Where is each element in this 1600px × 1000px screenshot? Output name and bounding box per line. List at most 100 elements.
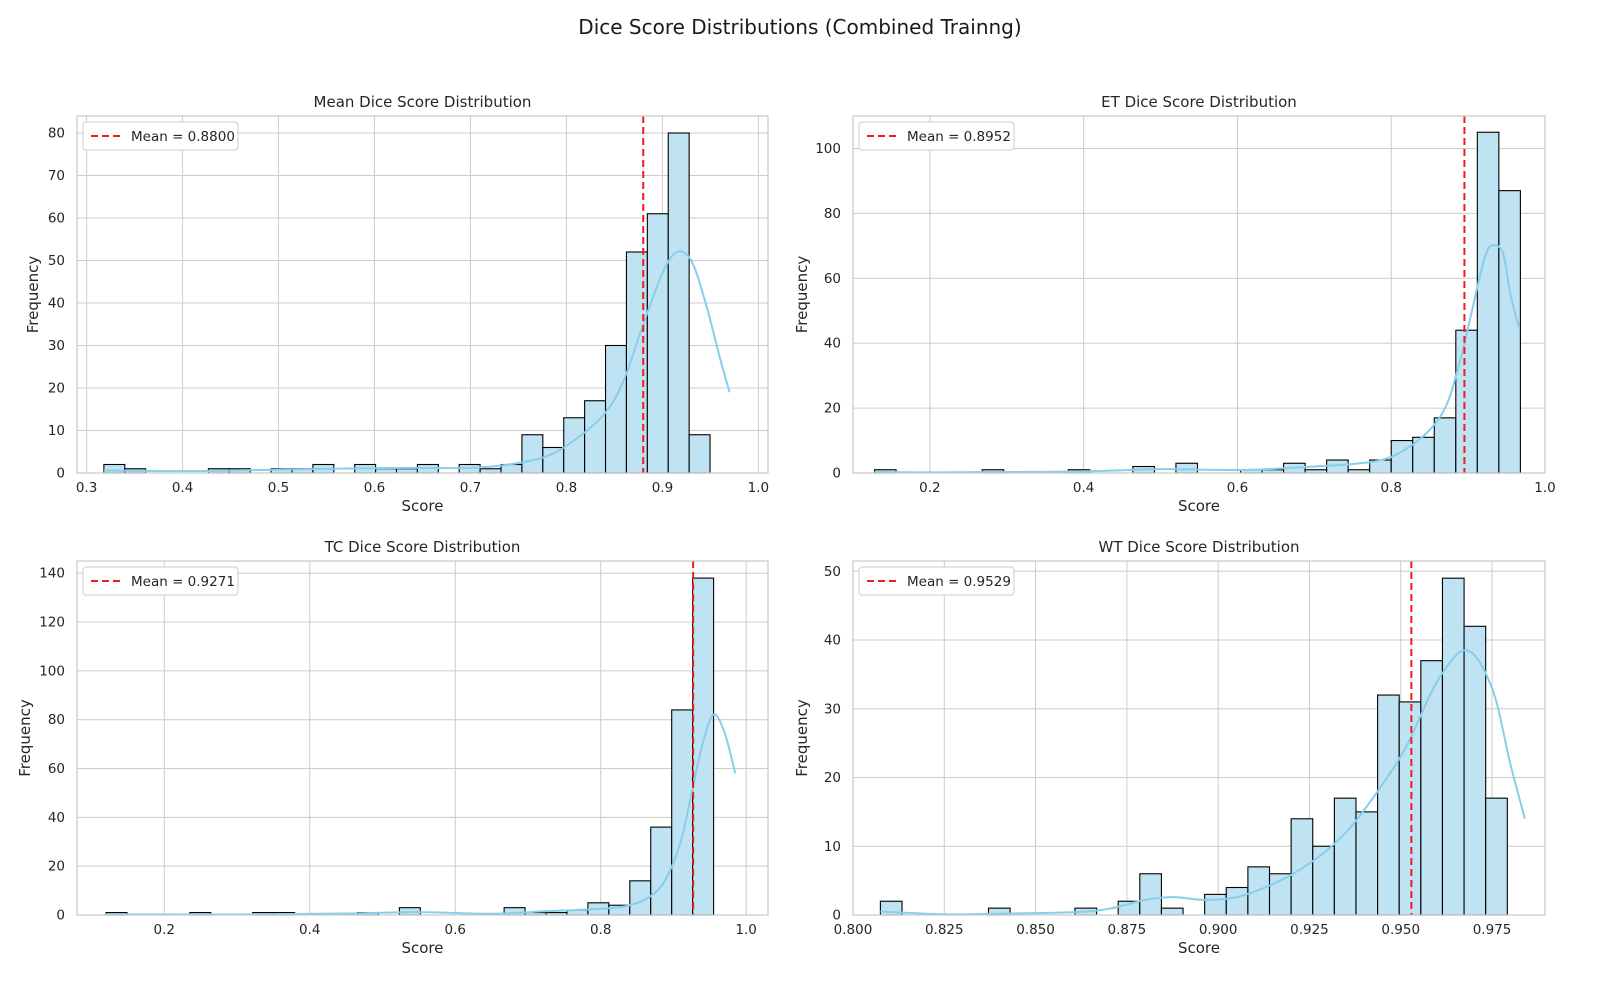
legend: Mean = 0.9529 bbox=[858, 566, 1015, 596]
x-tick-label: 0.950 bbox=[1381, 922, 1420, 938]
histogram-bar bbox=[542, 446, 565, 474]
y-axis-label: Frequency bbox=[793, 256, 811, 334]
y-tick-label: 30 bbox=[824, 701, 841, 717]
y-tick-label: 0 bbox=[56, 466, 65, 482]
legend-box bbox=[82, 566, 239, 596]
x-tick-label: 0.2 bbox=[154, 922, 175, 938]
x-tick-label: 1.0 bbox=[735, 922, 756, 938]
kde-curve bbox=[106, 713, 737, 916]
y-tick-label: 60 bbox=[48, 761, 65, 777]
x-tick-label: 0.900 bbox=[1199, 922, 1238, 938]
histogram-bar bbox=[1139, 873, 1162, 916]
x-tick-label: 0.5 bbox=[268, 480, 289, 496]
x-tick-label: 0.4 bbox=[299, 922, 320, 938]
chart-tc-dice: 0.2 0.4 0.6 0.8 1.0 0 20 40 60 80 100 120 140 TC Dice… bbox=[16, 538, 769, 957]
histogram-bar bbox=[1355, 811, 1379, 916]
x-tick-label: 0.8 bbox=[590, 922, 611, 938]
histogram-bar bbox=[1420, 660, 1444, 916]
x-tick-label: 0.2 bbox=[919, 480, 940, 496]
kde-curve bbox=[874, 244, 1520, 474]
histogram-bar bbox=[1398, 701, 1422, 916]
axes-frame bbox=[852, 115, 1546, 474]
x-axis-label: Score bbox=[1178, 939, 1220, 957]
y-tick-label: 60 bbox=[48, 211, 65, 227]
x-tick-label: 0.8 bbox=[556, 480, 577, 496]
chart-et-dice: 0.2 0.4 0.6 0.8 1.0 0 20 40 60 80 100 ET Dice Score… bbox=[793, 93, 1556, 515]
y-tick-label: 80 bbox=[48, 126, 65, 142]
histogram-bar bbox=[1485, 797, 1508, 916]
y-tick-label: 60 bbox=[824, 271, 841, 287]
y-tick-label: 80 bbox=[48, 712, 65, 728]
histogram-bar bbox=[1433, 417, 1457, 474]
x-tick-label: 0.925 bbox=[1290, 922, 1329, 938]
histogram-bar bbox=[395, 468, 418, 474]
panel-tc-dice: 0.2 0.4 0.6 0.8 1.0 0 20 40 60 80 100 120 140 TC Dice… bbox=[0, 538, 800, 1000]
y-tick-label: 20 bbox=[824, 401, 841, 417]
y-tick-label: 40 bbox=[48, 810, 65, 826]
y-axis-label: Frequency bbox=[24, 256, 42, 334]
x-tick-label: 0.875 bbox=[1108, 922, 1147, 938]
chart-mean-dice: 0.3 0.4 0.5 0.6 0.7 0.8 0.9 1.0 0 10 20 30 40 50 60 70 8… bbox=[24, 93, 769, 515]
histogram-bar bbox=[1390, 439, 1414, 474]
histogram-bar bbox=[671, 709, 694, 916]
x-tick-label: 0.850 bbox=[1016, 922, 1055, 938]
x-tick-label: 0.6 bbox=[364, 480, 385, 496]
x-tick-label: 0.7 bbox=[460, 480, 481, 496]
histogram-bar bbox=[646, 213, 669, 474]
panel-et-dice: 0.2 0.4 0.6 0.8 1.0 0 20 40 60 80 100 ET Dice Score… bbox=[793, 85, 1600, 545]
histogram-bar bbox=[479, 468, 502, 474]
x-tick-label: 0.6 bbox=[444, 922, 465, 938]
histogram-bar bbox=[584, 400, 607, 474]
axes-frame bbox=[852, 560, 1546, 916]
x-tick-label: 1.0 bbox=[1534, 480, 1555, 496]
legend: Mean = 0.8800 bbox=[82, 121, 239, 151]
legend-label: Mean = 0.8800 bbox=[131, 129, 235, 145]
panel-wt-dice: 0.800 0.825 0.850 0.875 0.900 0.925 0.950 0.975… bbox=[793, 538, 1600, 1000]
histogram-bar bbox=[1160, 907, 1184, 916]
y-axis-label: Frequency bbox=[16, 699, 34, 777]
panel-title: Mean Dice Score Distribution bbox=[314, 93, 532, 111]
x-tick-label: 0.975 bbox=[1473, 922, 1512, 938]
panel-title: ET Dice Score Distribution bbox=[1101, 93, 1297, 111]
histogram-bar bbox=[667, 132, 690, 474]
figure-title: Dice Score Distributions (Combined Train… bbox=[578, 15, 1022, 39]
panel-title: WT Dice Score Distribution bbox=[1098, 538, 1299, 556]
y-tick-label: 140 bbox=[39, 566, 65, 582]
panel-title: TC Dice Score Distribution bbox=[324, 538, 521, 556]
y-tick-label: 20 bbox=[824, 770, 841, 786]
histogram-bar bbox=[1441, 577, 1465, 916]
y-tick-label: 50 bbox=[824, 564, 841, 580]
histogram-bar bbox=[103, 463, 126, 474]
x-tick-label: 0.4 bbox=[172, 480, 193, 496]
histogram-bar bbox=[1290, 818, 1314, 916]
y-tick-label: 20 bbox=[48, 859, 65, 875]
y-tick-label: 120 bbox=[39, 615, 65, 631]
histogram-bar bbox=[1333, 797, 1357, 916]
kde-curve bbox=[103, 250, 731, 473]
y-tick-label: 80 bbox=[824, 206, 841, 222]
histogram-bar bbox=[1476, 131, 1500, 474]
y-tick-label: 70 bbox=[48, 168, 65, 184]
legend-label: Mean = 0.9271 bbox=[131, 574, 235, 590]
x-tick-label: 0.8 bbox=[1380, 480, 1401, 496]
y-tick-label: 0 bbox=[832, 908, 841, 924]
histogram-bar bbox=[650, 826, 673, 916]
legend-box bbox=[858, 121, 1015, 151]
histogram-bar bbox=[375, 468, 398, 474]
histogram-bar bbox=[692, 577, 715, 916]
axes-frame bbox=[76, 115, 769, 474]
x-axis-label: Score bbox=[401, 939, 443, 957]
x-tick-label: 0.825 bbox=[925, 922, 964, 938]
x-axis-label: Score bbox=[1178, 497, 1220, 515]
histogram-bar bbox=[1175, 462, 1199, 474]
histogram-bar bbox=[1498, 190, 1521, 474]
x-tick-label: 0.800 bbox=[834, 922, 873, 938]
y-tick-label: 40 bbox=[824, 336, 841, 352]
x-tick-label: 0.3 bbox=[76, 480, 97, 496]
legend: Mean = 0.9271 bbox=[82, 566, 239, 596]
kde-curve bbox=[880, 649, 1526, 916]
x-axis-label: Score bbox=[401, 497, 443, 515]
legend-label: Mean = 0.9529 bbox=[907, 574, 1011, 590]
histogram-bar bbox=[521, 434, 544, 474]
histogram-bar bbox=[1312, 845, 1335, 916]
